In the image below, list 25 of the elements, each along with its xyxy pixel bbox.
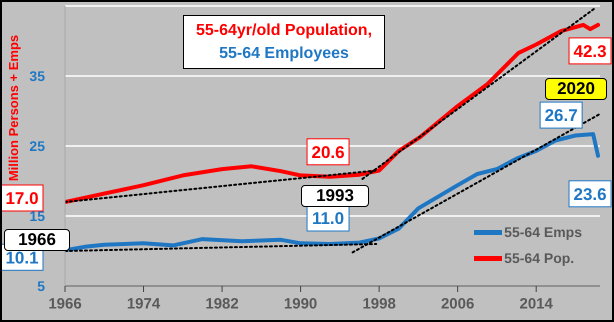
annotation: 10.1: [5, 248, 39, 268]
y-tick-label: 15: [29, 208, 46, 224]
x-tick-label: 1974: [126, 296, 161, 313]
text: 1966: [4, 229, 70, 251]
y-axis-title: Million Persons + Emps: [6, 34, 21, 182]
annotation: 1993: [301, 185, 369, 207]
legend-label: 55-64 Pop.: [504, 250, 574, 266]
annotation: 2020: [545, 78, 607, 100]
annotation: 11.0: [312, 209, 344, 228]
y-tick-label: 5: [37, 278, 46, 294]
text: 55-64yr/old Population, 55-64 Employees: [194, 21, 374, 64]
x-tick-label: 2014: [520, 296, 554, 313]
annotation: 17.0: [5, 189, 39, 208]
annotation: 20.6: [312, 142, 345, 162]
x-tick-label: 1966: [48, 296, 82, 313]
x-tick-label: 1982: [205, 296, 239, 313]
y-tick-label: 35: [29, 68, 46, 84]
y-tick-label: 25: [29, 138, 46, 154]
x-tick-label: 1998: [362, 296, 396, 313]
x-tick-label: 1990: [284, 296, 318, 313]
annotation: 23.6: [573, 184, 607, 204]
legend-label: 55-64 Emps: [504, 224, 582, 240]
annotation: 42.3: [573, 42, 607, 61]
annotation: 26.7: [544, 106, 578, 126]
x-tick-label: 2006: [440, 296, 474, 313]
